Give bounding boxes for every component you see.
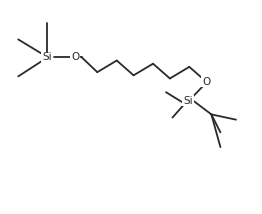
Text: Si: Si xyxy=(42,52,52,62)
Text: O: O xyxy=(71,52,79,62)
Text: O: O xyxy=(202,77,210,87)
Text: Si: Si xyxy=(183,96,193,106)
